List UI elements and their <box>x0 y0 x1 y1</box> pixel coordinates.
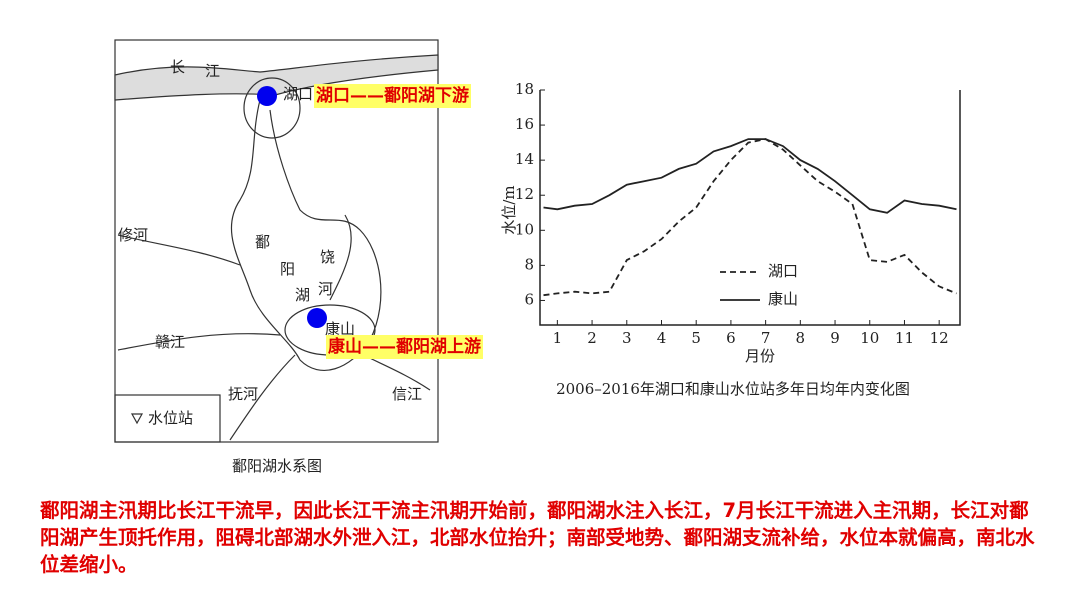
lake-outline <box>230 99 382 371</box>
hukou-circle <box>243 77 301 139</box>
map-legend-box <box>114 394 221 443</box>
kangshan-station <box>307 308 327 328</box>
legend-label: 湖口 <box>768 262 798 280</box>
x-tick-label: 8 <box>796 329 806 347</box>
axis-frame <box>539 90 961 326</box>
y-tick-label: 12 <box>515 185 534 203</box>
x-tick-label: 6 <box>726 329 736 347</box>
y-tick-label: 18 <box>515 80 534 98</box>
map-label: 河 <box>318 280 333 298</box>
x-tick-label: 10 <box>860 329 879 347</box>
map-label: 湖口 <box>283 85 313 103</box>
x-tick-label: 12 <box>930 329 949 347</box>
data-line <box>543 138 957 297</box>
rivers <box>117 214 431 441</box>
map-frame <box>114 39 439 443</box>
map-label: 江 <box>205 62 220 80</box>
map-label: 长 <box>170 58 185 76</box>
x-tick-label: 9 <box>830 329 840 347</box>
y-tick-label: 6 <box>524 290 534 308</box>
map-label: 赣江 <box>155 333 185 351</box>
station-icon <box>130 413 144 425</box>
y-tick-label: 8 <box>524 255 534 273</box>
map-title: 鄱阳湖水系图 <box>232 457 322 475</box>
x-tick-label: 5 <box>691 329 701 347</box>
annotation: 湖口——鄱阳湖下游 <box>314 84 471 108</box>
y-tick-label: 16 <box>515 115 534 133</box>
river-changjiang <box>114 54 439 101</box>
x-tick-label: 3 <box>622 329 632 347</box>
legend-label: 康山 <box>768 290 798 308</box>
map-label: 鄱 <box>255 233 270 251</box>
y-axis-label: 水位/m <box>500 185 518 234</box>
map-label: 湖 <box>295 286 310 304</box>
x-tick-label: 11 <box>895 329 914 347</box>
x-tick-label: 1 <box>553 329 563 347</box>
data-line <box>543 138 957 214</box>
y-tick-label: 14 <box>515 150 534 168</box>
map-label: 信江 <box>392 385 422 403</box>
map-label: 饶 <box>320 248 335 266</box>
map-label: 阳 <box>280 260 295 278</box>
map-legend-label: 水位站 <box>148 409 193 427</box>
map <box>114 39 439 443</box>
map-label: 抚河 <box>228 385 258 403</box>
x-tick-label: 2 <box>587 329 597 347</box>
x-tick-label: 4 <box>657 329 667 347</box>
map-label: 修河 <box>118 226 148 244</box>
annotation: 康山——鄱阳湖上游 <box>326 335 483 359</box>
y-tick-label: 10 <box>515 220 534 238</box>
hukou-station <box>257 86 277 106</box>
x-tick-label: 7 <box>761 329 771 347</box>
caption: 鄱阳湖主汛期比长江干流早，因此长江干流主汛期开始前，鄱阳湖水注入长江，7月长江干… <box>40 499 1035 576</box>
map-label: 康山 <box>325 320 355 338</box>
chart-title: 2006–2016年湖口和康山水位站多年日均年内变化图 <box>556 380 910 398</box>
x-axis-label: 月份 <box>745 347 775 365</box>
